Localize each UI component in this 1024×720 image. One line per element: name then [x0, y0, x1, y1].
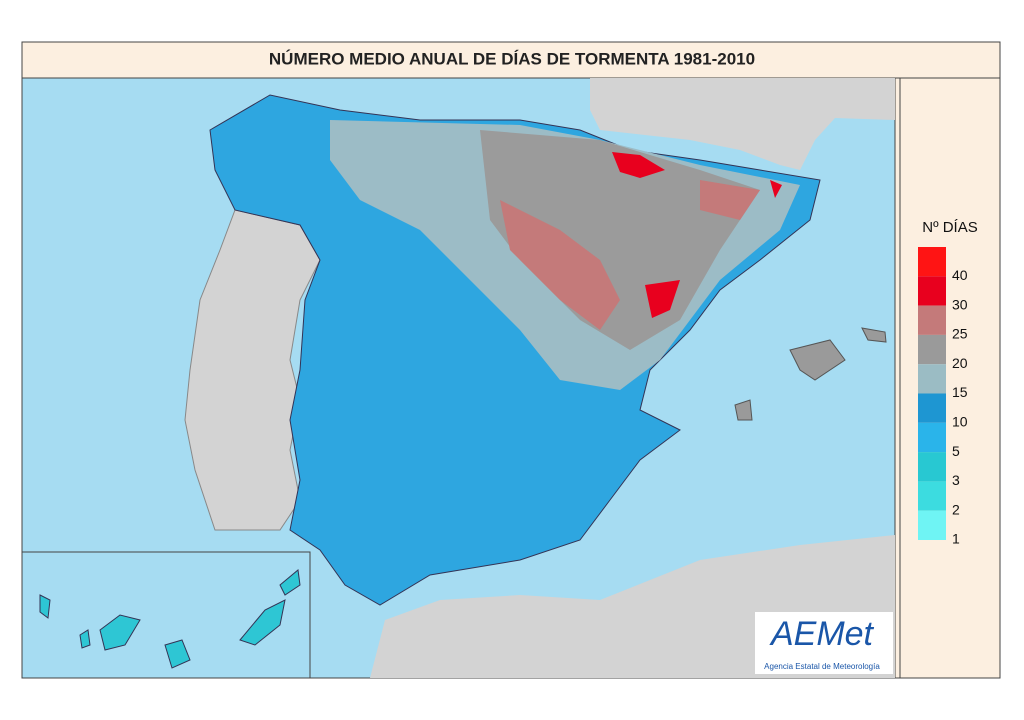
- france: [590, 78, 895, 170]
- legend-label: 10: [952, 414, 968, 430]
- legend-swatch: [918, 276, 946, 306]
- logo-box: [755, 612, 893, 674]
- map-title: NÚMERO MEDIO ANUAL DE DÍAS DE TORMENTA 1…: [269, 49, 755, 68]
- legend-swatch: [918, 452, 946, 482]
- legend-title: Nº DÍAS: [922, 219, 978, 236]
- legend-label: 40: [952, 267, 968, 283]
- logo-name: AEMet: [769, 615, 875, 653]
- legend-label: 30: [952, 296, 968, 312]
- legend-swatch: [918, 305, 946, 335]
- legend-label: 3: [952, 472, 960, 488]
- balearic: [734, 327, 887, 421]
- logo-subtitle: Agencia Estatal de Meteorología: [764, 662, 880, 671]
- region-30: [612, 152, 782, 318]
- legend-swatch: [918, 481, 946, 511]
- legend-label: 1: [952, 531, 960, 547]
- legend-swatch: [918, 510, 946, 540]
- legend-swatch: [918, 364, 946, 394]
- legend-label: 25: [952, 326, 968, 342]
- legend: 40 30 25 20 15 10 5 3 2 1: [918, 247, 968, 547]
- legend-swatch: [918, 334, 946, 365]
- legend-swatch: [918, 393, 946, 423]
- legend-label: 2: [952, 501, 960, 517]
- legend-label: 20: [952, 355, 968, 371]
- canary-islands: [39, 569, 301, 669]
- legend-label: 5: [952, 443, 960, 459]
- region-25: [500, 180, 760, 330]
- legend-swatch: [918, 247, 946, 277]
- map: [21, 77, 896, 679]
- region-20: [480, 130, 760, 350]
- legend-swatch: [918, 422, 946, 453]
- portugal: [184, 209, 321, 531]
- legend-label: 15: [952, 384, 968, 400]
